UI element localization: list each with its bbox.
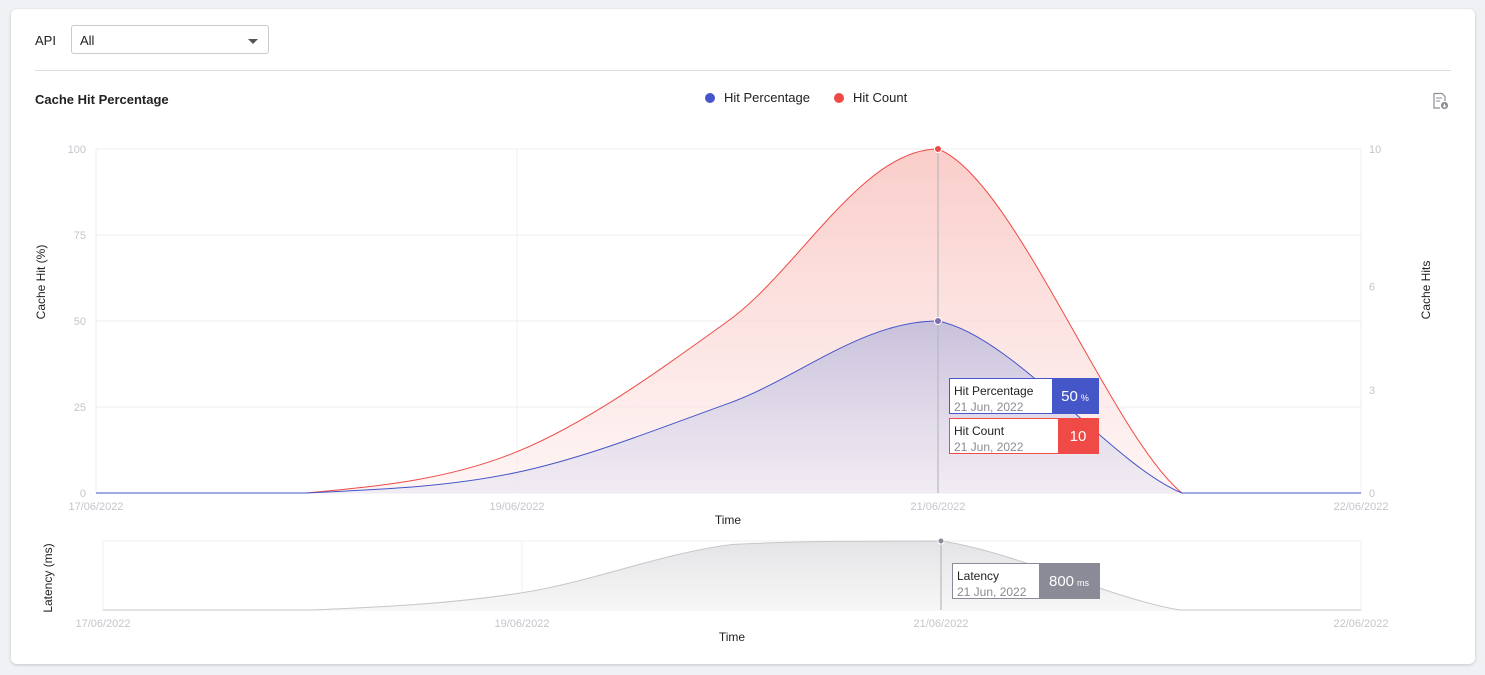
latency-area [103, 537, 1361, 611]
tooltip-value: 50 [1061, 387, 1078, 405]
y-tick-label: 100 [68, 144, 86, 156]
y2-tick-label: 10 [1369, 144, 1381, 156]
latency-area-fill [103, 541, 1361, 610]
y-tick-label: 50 [74, 316, 86, 328]
tooltip-hit-percentage: Hit Percentage 21 Jun, 2022 50% [949, 378, 1099, 414]
x-tick-label: 22/06/2022 [1333, 501, 1388, 513]
tooltip-date: 21 Jun, 2022 [954, 440, 1024, 454]
tooltip-unit: % [1080, 392, 1089, 403]
legend-item-hit-count[interactable]: Hit Count [834, 90, 907, 105]
chevron-down-icon [248, 39, 258, 44]
tooltip-date: 21 Jun, 2022 [957, 585, 1027, 599]
tooltip-value-box: 10 [1058, 419, 1098, 453]
tooltip-series-name: Latency [957, 569, 1000, 583]
latency-line [103, 540, 1361, 611]
x-tick-label: 17/06/2022 [68, 501, 123, 513]
latency-ticks: 17/06/2022 19/06/2022 21/06/2022 22/06/2022 [75, 618, 1388, 630]
tooltip-value: 800 [1048, 572, 1075, 590]
y-tick-label: 0 [80, 488, 86, 500]
y-axis-title: Cache Hit (%) [34, 245, 48, 320]
export-report-icon[interactable] [1431, 92, 1449, 110]
legend-dot-icon [705, 92, 715, 103]
api-select[interactable]: All [71, 25, 269, 54]
y2-axis-title: Cache Hits [1419, 261, 1433, 320]
legend-item-hit-percentage[interactable]: Hit Percentage [705, 90, 810, 105]
tooltip-text: Hit Percentage 21 Jun, 2022 [950, 379, 1052, 414]
y2-tick-label: 6 [1369, 282, 1375, 294]
y-tick-label: 75 [74, 230, 86, 242]
y-tick-label: 25 [74, 402, 86, 414]
chart-title: Cache Hit Percentage [35, 92, 169, 107]
latency-x-tick-label: 19/06/2022 [494, 618, 549, 630]
legend-dot-icon [834, 92, 844, 103]
hit-percentage-line [95, 320, 1361, 494]
api-select-value: All [80, 33, 95, 48]
latency-x-axis-title: Time [719, 630, 746, 644]
latency-point [937, 537, 945, 545]
api-filter-label: API [35, 33, 56, 48]
tooltip-unit: ms [1077, 577, 1090, 588]
tooltip-value-box: 800 ms [1039, 564, 1099, 598]
legend-label: Hit Count [853, 90, 908, 105]
y2-tick-label: 0 [1369, 488, 1375, 500]
x-tick-label: 21/06/2022 [910, 501, 965, 513]
y2-tick-label: 3 [1369, 385, 1375, 397]
tooltip-hit-count: Hit Count 21 Jun, 2022 10 [949, 418, 1099, 454]
tooltip-series-name: Hit Percentage [954, 384, 1034, 398]
hit-percentage-point [934, 317, 942, 325]
latency-x-tick-label: 21/06/2022 [913, 618, 968, 630]
hit-count-point [934, 145, 942, 153]
latency-x-tick-label: 17/06/2022 [75, 618, 130, 630]
tooltip-value: 10 [1069, 427, 1087, 445]
main-areas [95, 145, 1361, 494]
tooltip-date: 21 Jun, 2022 [954, 400, 1024, 414]
main-ticks: 0 25 50 75 100 0 3 6 10 17/06/2022 19/06/2022 21/06… [68, 144, 1389, 513]
tooltip-series-name: Hit Count [954, 424, 1005, 438]
legend-label: Hit Percentage [724, 90, 810, 105]
x-tick-label: 19/06/2022 [489, 501, 544, 513]
divider [35, 70, 1451, 71]
tooltip-value-box: 50% [1052, 379, 1098, 413]
tooltip-text: Latency 21 Jun, 2022 [953, 564, 1039, 599]
latency-y-axis-title: Latency (ms) [41, 543, 55, 612]
tooltip-text: Hit Count 21 Jun, 2022 [950, 419, 1058, 454]
tooltip-latency: Latency 21 Jun, 2022 800 ms [952, 563, 1100, 599]
latency-x-tick-label: 22/06/2022 [1333, 618, 1388, 630]
x-axis-title: Time [715, 513, 742, 527]
